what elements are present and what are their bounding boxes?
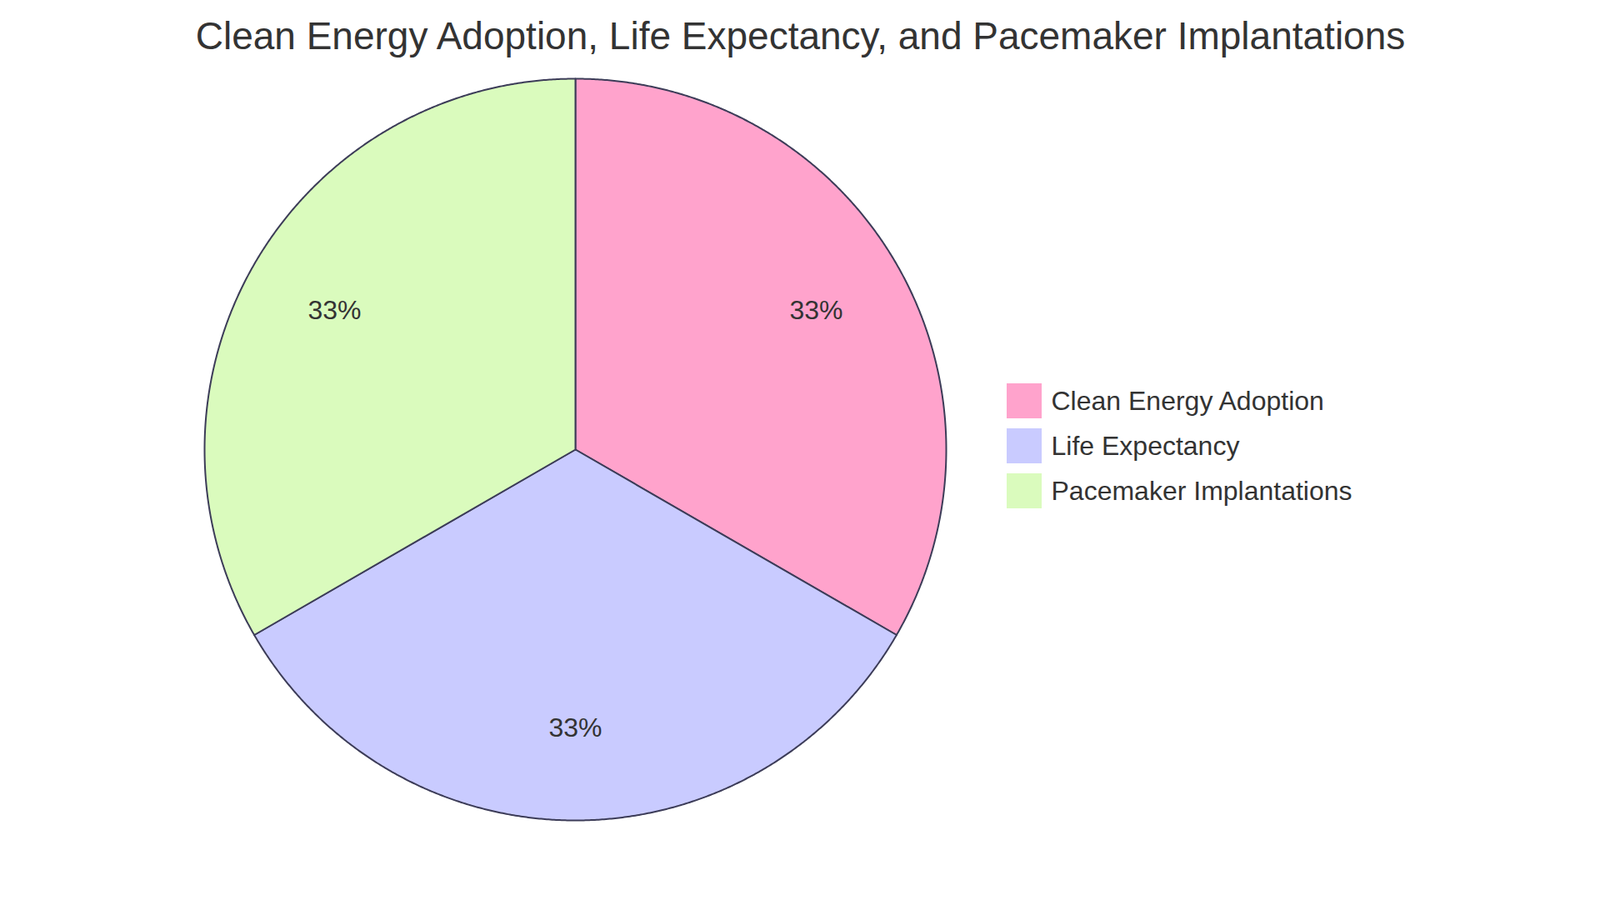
svg-text:33%: 33% [790,295,844,325]
svg-text:Clean Energy Adoption: Clean Energy Adoption [1051,385,1325,416]
svg-text:33%: 33% [548,711,602,742]
svg-text:Clean Energy Adoption, Life Ex: Clean Energy Adoption, Life Expectancy, … [195,14,1406,58]
svg-text:Pacemaker Implantations: Pacemaker Implantations [1051,475,1353,506]
svg-text:Life Expectancy: Life Expectancy [1051,430,1240,461]
svg-text:33%: 33% [307,295,361,325]
